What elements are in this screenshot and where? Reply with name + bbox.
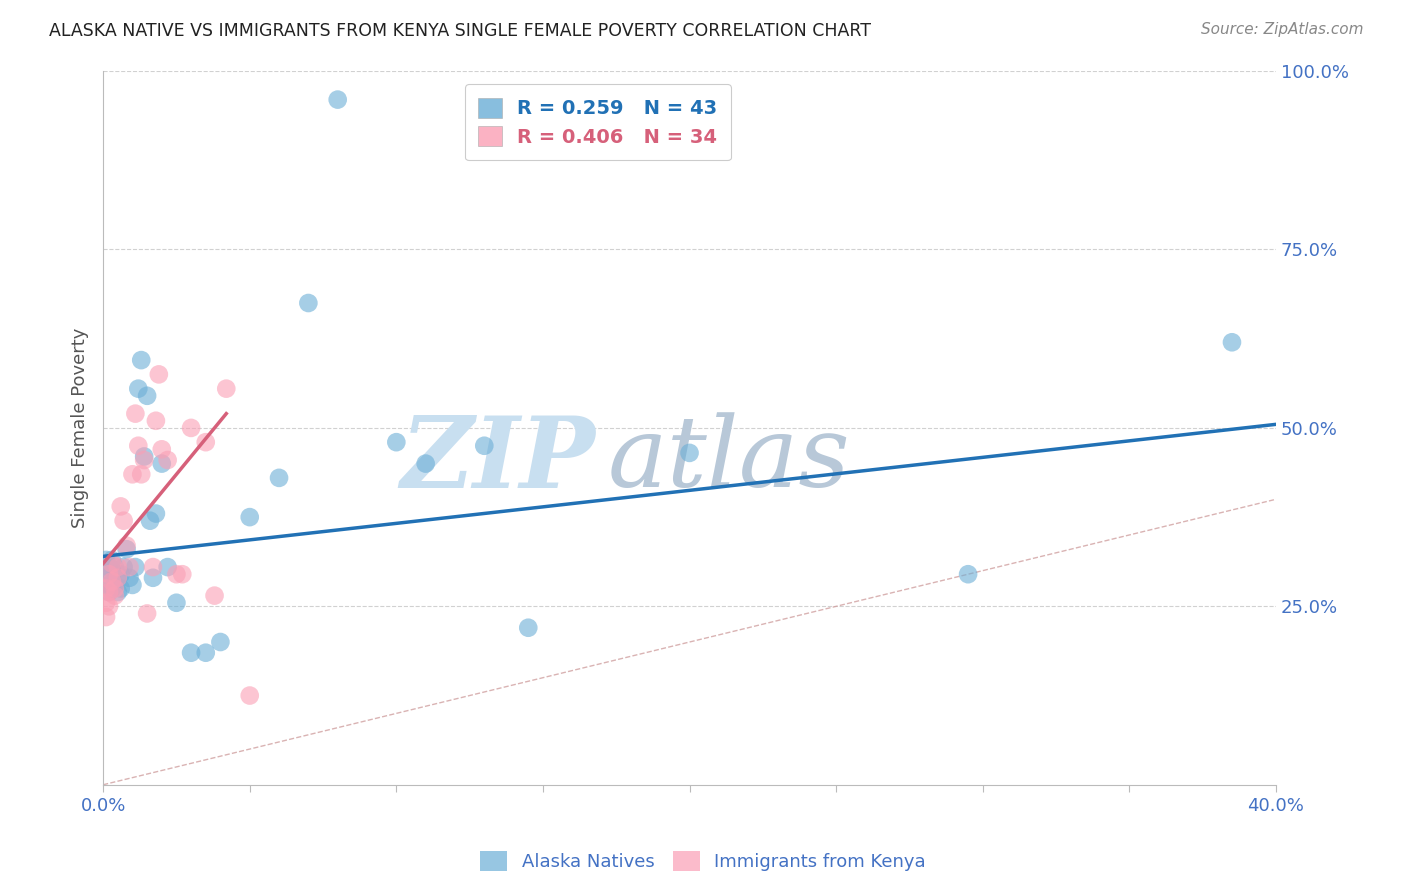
Text: ZIP: ZIP (401, 412, 596, 508)
Point (150, 442, 173, 457)
Point (104, 582, 127, 596)
Point (98, 578, 121, 592)
Point (94, 553, 117, 567)
Point (107, 571, 129, 585)
Point (957, 567, 980, 582)
Point (98, 567, 121, 582)
Point (156, 453, 179, 467)
Legend: R = 0.259   N = 43, R = 0.406   N = 34: R = 0.259 N = 43, R = 0.406 N = 34 (465, 85, 731, 161)
Point (101, 567, 124, 582)
Point (129, 353, 152, 368)
Point (121, 578, 143, 592)
Point (145, 507, 167, 521)
Point (180, 421, 202, 435)
Point (136, 607, 159, 621)
Point (94, 567, 117, 582)
Point (110, 582, 132, 596)
Point (98, 599, 121, 614)
Point (385, 435, 408, 450)
Point (194, 435, 217, 450)
Point (150, 457, 173, 471)
Point (136, 389, 159, 403)
Point (101, 582, 124, 596)
Point (104, 560, 127, 574)
Point (121, 467, 143, 482)
Point (415, 457, 437, 471)
Point (145, 414, 167, 428)
Point (115, 539, 138, 553)
Text: atlas: atlas (607, 412, 851, 508)
Point (127, 439, 149, 453)
Point (101, 574, 124, 589)
Point (194, 646, 217, 660)
Point (472, 439, 495, 453)
Point (134, 453, 156, 467)
Point (94, 610, 117, 624)
Point (98, 560, 121, 574)
Point (267, 471, 290, 485)
Point (112, 514, 135, 528)
Point (101, 557, 124, 571)
Point (172, 567, 194, 582)
Y-axis label: Single Female Poverty: Single Female Poverty (72, 327, 89, 528)
Point (94, 582, 117, 596)
Point (239, 510, 262, 524)
Point (107, 560, 129, 574)
Point (118, 560, 141, 574)
Point (98, 585, 121, 599)
Point (209, 635, 232, 649)
Point (94, 596, 117, 610)
Point (142, 560, 165, 574)
Legend: Alaska Natives, Immigrants from Kenya: Alaska Natives, Immigrants from Kenya (472, 844, 934, 879)
Point (127, 382, 149, 396)
Point (239, 689, 262, 703)
Point (326, 93, 349, 107)
Point (204, 589, 226, 603)
Point (101, 553, 124, 567)
Point (165, 596, 187, 610)
Point (129, 467, 152, 482)
Point (107, 585, 129, 599)
Point (139, 514, 162, 528)
Point (124, 560, 146, 574)
Point (134, 450, 156, 464)
Point (156, 560, 179, 574)
Point (110, 567, 132, 582)
Point (180, 646, 202, 660)
Point (678, 446, 700, 460)
Point (165, 567, 187, 582)
Point (98, 585, 121, 599)
Point (215, 382, 238, 396)
Point (115, 542, 138, 557)
Point (142, 571, 165, 585)
Point (107, 567, 129, 582)
Point (517, 621, 540, 635)
Text: ALASKA NATIVE VS IMMIGRANTS FROM KENYA SINGLE FEMALE POVERTY CORRELATION CHART: ALASKA NATIVE VS IMMIGRANTS FROM KENYA S… (49, 22, 872, 40)
Point (112, 560, 135, 574)
Point (1220, 335, 1243, 350)
Point (110, 500, 132, 514)
Point (124, 407, 146, 421)
Point (104, 589, 127, 603)
Text: Source: ZipAtlas.com: Source: ZipAtlas.com (1201, 22, 1364, 37)
Point (118, 571, 141, 585)
Point (297, 296, 319, 310)
Point (104, 578, 127, 592)
Point (148, 368, 170, 382)
